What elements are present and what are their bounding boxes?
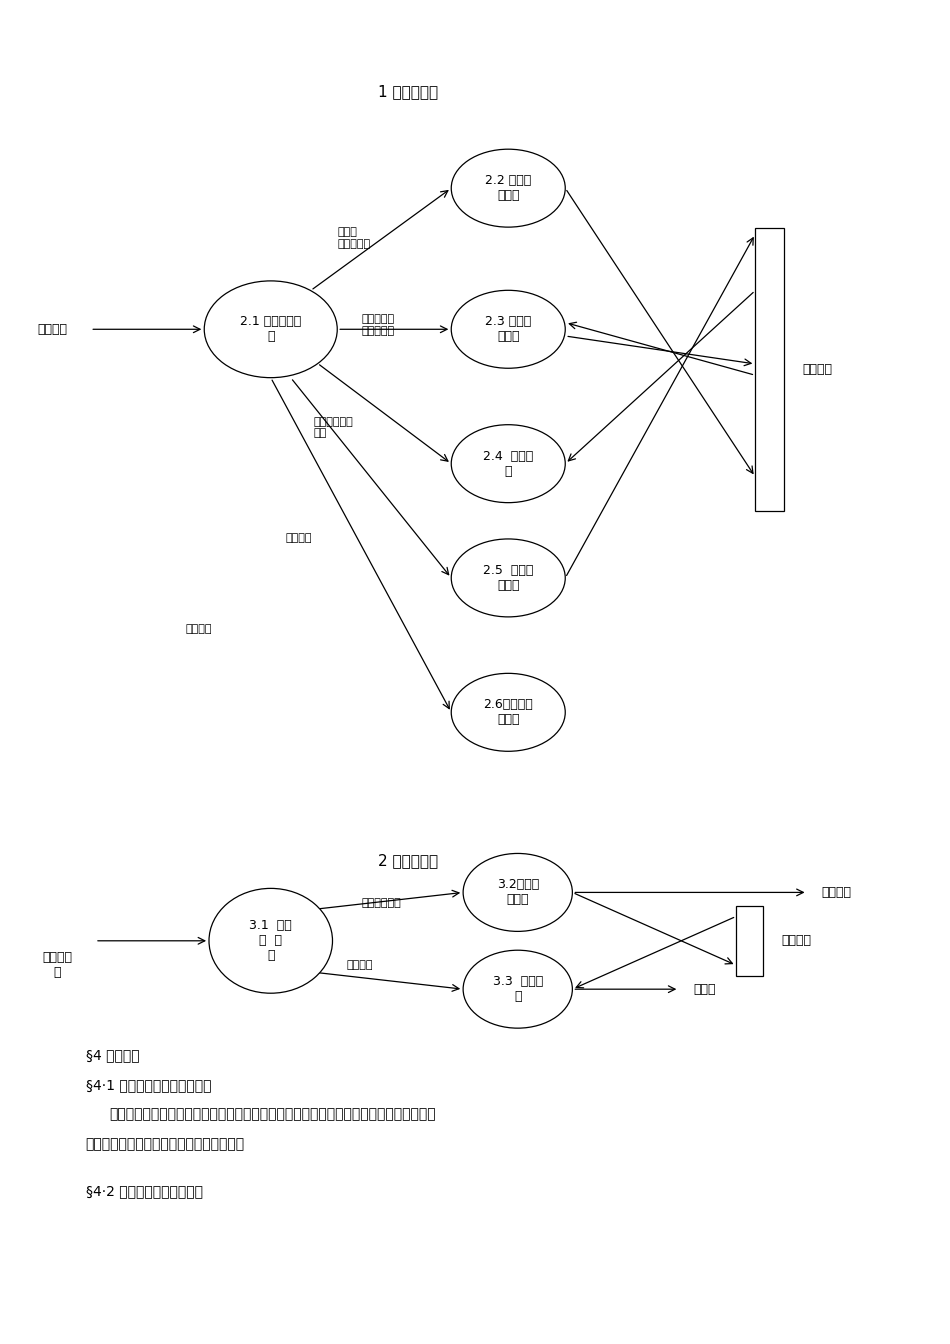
Text: 成绩表
补考成绩表: 成绩表 补考成绩表 xyxy=(337,227,370,249)
Ellipse shape xyxy=(451,425,565,503)
Text: 数据文件: 数据文件 xyxy=(782,934,812,948)
Text: 学生状况: 学生状况 xyxy=(822,886,852,899)
Text: §4·2 数据的完整性，准确性: §4·2 数据的完整性，准确性 xyxy=(86,1184,202,1198)
Bar xyxy=(736,906,763,976)
Ellipse shape xyxy=(451,290,565,368)
Text: §4 系统特点: §4 系统特点 xyxy=(86,1048,139,1062)
Ellipse shape xyxy=(451,149,565,227)
Text: 2.4  学籍处
理: 2.4 学籍处 理 xyxy=(484,450,533,477)
Text: 2.3 学生档
案治理: 2.3 学生档 案治理 xyxy=(485,316,531,343)
Ellipse shape xyxy=(464,950,572,1028)
Text: 查询学生状况: 查询学生状况 xyxy=(361,898,401,909)
Text: 治理要求: 治理要求 xyxy=(37,323,67,336)
Text: 2.5  日常事
物治理: 2.5 日常事 物治理 xyxy=(483,564,534,591)
Text: 2 层数据流图: 2 层数据流图 xyxy=(378,852,439,868)
Ellipse shape xyxy=(451,539,565,617)
Text: 2.1 要求处理类
型: 2.1 要求处理类 型 xyxy=(240,316,301,343)
Text: 在上述已有的硬件环境下，信息由各用户在规定的权限下在各自的工作站上录入，信息上: 在上述已有的硬件环境下，信息由各用户在规定的权限下在各自的工作站上录入，信息上 xyxy=(109,1107,436,1121)
Ellipse shape xyxy=(204,281,337,378)
Ellipse shape xyxy=(209,888,332,993)
Text: §4·1 网络环境下的多用户系统: §4·1 网络环境下的多用户系统 xyxy=(86,1078,211,1091)
Text: 2.2 学生成
绩治理: 2.2 学生成 绩治理 xyxy=(485,175,531,202)
Text: 统计表: 统计表 xyxy=(694,982,716,996)
Text: 查询要求
处: 查询要求 处 xyxy=(42,952,72,978)
Text: 修复学，退学
报表: 修复学，退学 报表 xyxy=(314,417,353,438)
Text: 网后各用户可查询，调用，到达信息共享。: 网后各用户可查询，调用，到达信息共享。 xyxy=(86,1137,245,1150)
Text: 1 层数据流图: 1 层数据流图 xyxy=(378,83,439,99)
Text: 日常报表: 日常报表 xyxy=(285,532,312,543)
Ellipse shape xyxy=(464,853,572,931)
Text: 2.6毕业生学
籍治理: 2.6毕业生学 籍治理 xyxy=(484,699,533,726)
Ellipse shape xyxy=(451,673,565,751)
Bar xyxy=(755,228,784,511)
Text: 学生状况: 学生状况 xyxy=(347,960,373,970)
Text: 名目文件: 名目文件 xyxy=(803,363,833,376)
Text: 3.1  查询
类  型
理: 3.1 查询 类 型 理 xyxy=(249,919,293,962)
Text: 嘉奖处分表
学生资料表: 嘉奖处分表 学生资料表 xyxy=(361,314,394,336)
Text: 3.2学生信
息查询: 3.2学生信 息查询 xyxy=(497,879,539,906)
Text: 毕业生表: 毕业生表 xyxy=(185,624,212,634)
Text: 3.3  统计处
理: 3.3 统计处 理 xyxy=(493,976,542,1003)
